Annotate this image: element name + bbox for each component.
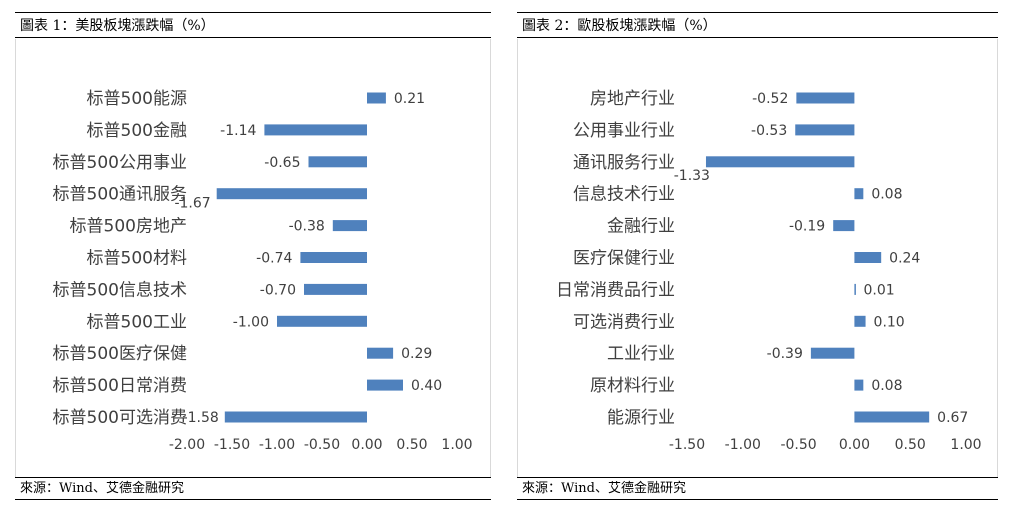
bar (810, 347, 855, 359)
category-label: 通讯服务行业 (573, 153, 675, 173)
x-tick-label: 0.50 (895, 437, 926, 453)
data-label: -0.53 (751, 123, 787, 139)
chart-area: 标普500能源 0.21 标普500金融 -1.14 标普500公用事业 -0.65 标普5… (15, 39, 491, 477)
chart-panel-us: 圖表 1：美股板塊漲跌幅（%） 标普500能源 0.21 标普500金融 -1.14 标… (15, 12, 491, 500)
bar-chart-us: 标普500能源 0.21 标普500金融 -1.14 标普500公用事业 -0.65 标普5… (53, 89, 473, 453)
category-label: 标普500日常消费 (53, 376, 187, 396)
bar (224, 411, 367, 423)
x-tick-label: -1.50 (214, 437, 250, 453)
category-label: 金融行业 (607, 217, 675, 237)
category-label: 公用事业行业 (573, 121, 675, 141)
category-label: 标普500能源 (87, 89, 187, 109)
data-label: 0.67 (937, 410, 968, 426)
bar (705, 156, 855, 168)
chart-title: 圖表 1：美股板塊漲跌幅（%） (15, 12, 491, 38)
category-label: 标普500可选消费 (53, 408, 187, 428)
bar (854, 188, 864, 200)
data-label: -1.00 (233, 314, 269, 330)
bar (332, 220, 367, 232)
data-label: -0.39 (767, 346, 803, 362)
x-tick-label: -2.00 (169, 437, 205, 453)
bar (795, 124, 855, 136)
category-label: 能源行业 (607, 408, 675, 428)
data-label: 0.08 (871, 187, 902, 203)
bar (308, 156, 367, 168)
data-label: 0.40 (411, 378, 442, 394)
chart-title: 圖表 2：歐股板塊漲跌幅（%） (517, 12, 998, 38)
category-label: 标普500信息技术 (53, 280, 187, 300)
x-tick-label: -1.00 (259, 437, 295, 453)
data-label: -0.19 (789, 219, 825, 235)
x-tick-label: -1.00 (725, 437, 761, 453)
x-tick-label: 0.00 (839, 437, 870, 453)
bar (304, 283, 367, 295)
data-label: 0.01 (864, 282, 895, 298)
category-label: 标普500医疗保健 (53, 344, 187, 364)
bar (854, 315, 866, 327)
chart-source: 來源：Wind、艾德金融研究 (15, 477, 491, 500)
bar (854, 252, 882, 263)
category-label: 医疗保健行业 (573, 249, 675, 269)
bar (216, 188, 367, 200)
bar (367, 347, 394, 359)
category-label: 标普500通讯服务 (53, 185, 187, 205)
category-label: 原材料行业 (590, 376, 675, 396)
x-tick-label: -0.50 (780, 437, 816, 453)
category-label: 标普500公用事业 (53, 153, 187, 173)
data-label: 0.24 (889, 251, 920, 267)
data-label: -1.67 (174, 196, 210, 212)
category-label: 日常消费品行业 (556, 280, 675, 300)
x-tick-label: -0.50 (304, 437, 340, 453)
chart-area: 房地产行业 -0.52 公用事业行业 -0.53 通讯服务行业 -1.33 信息技术行业 0.… (517, 39, 998, 477)
data-label: -0.38 (289, 219, 325, 235)
bar (854, 379, 864, 391)
x-tick-label: 1.00 (441, 437, 472, 453)
chart-source: 來源：Wind、艾德金融研究 (517, 477, 998, 500)
data-label: -0.70 (260, 282, 296, 298)
category-label: 可选消费行业 (573, 312, 675, 332)
bar (300, 252, 367, 263)
bar (277, 315, 367, 327)
x-tick-label: 0.00 (351, 437, 382, 453)
category-label: 标普500金融 (87, 121, 187, 141)
category-label: 标普500房地产 (70, 217, 187, 237)
data-label: 0.29 (401, 346, 432, 362)
bar (854, 283, 856, 295)
bar (833, 220, 855, 232)
data-label: 0.10 (874, 314, 905, 330)
bar (367, 92, 386, 104)
x-tick-label: 0.50 (396, 437, 427, 453)
x-tick-label: -1.50 (669, 437, 705, 453)
data-label: -0.65 (264, 155, 300, 171)
category-label: 工业行业 (607, 344, 675, 364)
data-label: -1.14 (220, 123, 256, 139)
bar (854, 411, 930, 423)
bar (264, 124, 367, 136)
data-label: -0.74 (256, 251, 292, 267)
category-label: 房地产行业 (590, 89, 675, 109)
bar (367, 379, 403, 391)
data-label: -1.58 (183, 410, 219, 426)
category-label: 信息技术行业 (573, 185, 675, 205)
data-label: -0.52 (752, 91, 788, 107)
chart-panel-eu: 圖表 2：歐股板塊漲跌幅（%） 房地产行业 -0.52 公用事业行业 -0.53 通讯服… (517, 12, 998, 500)
category-label: 标普500材料 (87, 249, 187, 269)
x-tick-label: 1.00 (950, 437, 981, 453)
data-label: 0.21 (394, 91, 425, 107)
category-label: 标普500工业 (87, 312, 187, 332)
bar (796, 92, 855, 104)
data-label: -1.33 (674, 168, 710, 184)
data-label: 0.08 (871, 378, 902, 394)
